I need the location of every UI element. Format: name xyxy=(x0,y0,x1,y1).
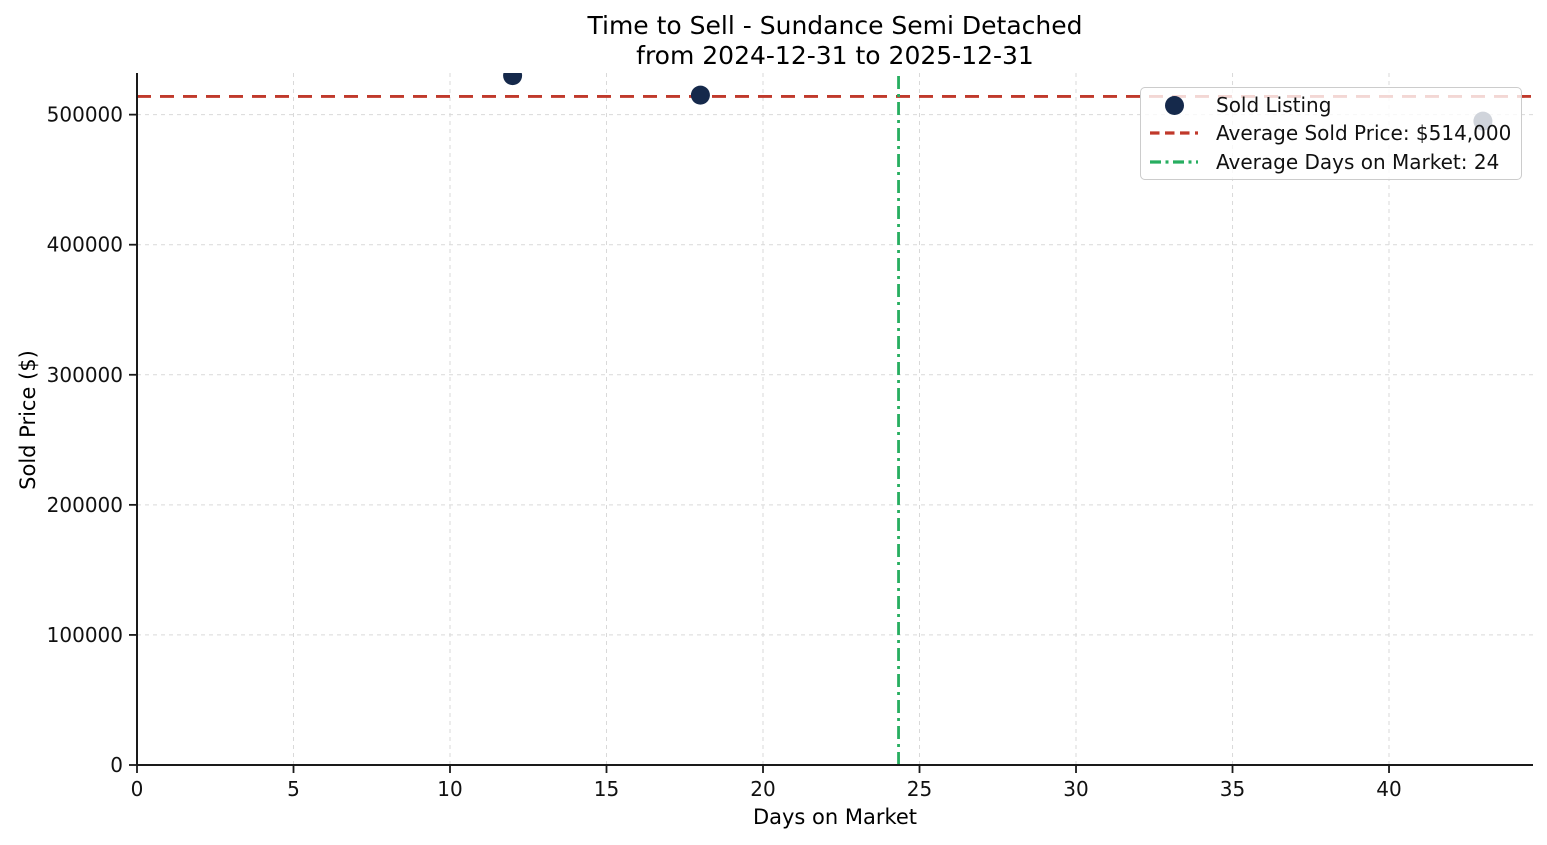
data-point xyxy=(503,73,523,86)
legend-sample-area xyxy=(1150,95,1198,115)
chart-title-block: Time to Sell - Sundance Semi Detached fr… xyxy=(137,11,1533,71)
chart-title: Time to Sell - Sundance Semi Detached xyxy=(587,11,1083,40)
y-tick-label: 0 xyxy=(110,753,123,777)
dashdot-line-icon xyxy=(1150,160,1198,164)
x-tick-label: 30 xyxy=(1063,777,1088,801)
axes-spines xyxy=(136,73,1533,766)
y-axis-label: Sold Price ($) xyxy=(16,350,40,490)
legend-label: Sold Listing xyxy=(1216,93,1332,118)
x-axis-label: Days on Market xyxy=(752,805,918,829)
dashed-line-icon xyxy=(1150,131,1198,136)
y-tick-label: 200000 xyxy=(47,493,123,517)
legend-sample-area xyxy=(1150,130,1198,136)
data-point xyxy=(690,85,710,105)
legend-label: Average Days on Market: 24 xyxy=(1216,149,1500,174)
legend-item-average-sold-price: Average Sold Price: $514,000 xyxy=(1141,119,1521,147)
chart-subtitle: from 2024-12-31 to 2025-12-31 xyxy=(636,41,1034,70)
x-tick-label: 15 xyxy=(594,777,619,801)
x-tick-label: 40 xyxy=(1376,777,1401,801)
sold-listing-marker-icon xyxy=(1164,95,1184,115)
legend-sample-area xyxy=(1150,159,1198,165)
legend: Sold Listing Average Sold Price: $514,00… xyxy=(1140,87,1522,180)
x-tick-label: 25 xyxy=(907,777,932,801)
y-tick-label: 500000 xyxy=(47,103,123,127)
y-tick-label: 400000 xyxy=(47,233,123,257)
x-tick-label: 20 xyxy=(750,777,775,801)
legend-item-average-days: Average Days on Market: 24 xyxy=(1141,148,1521,176)
tick-marks xyxy=(129,113,1390,773)
legend-label: Average Sold Price: $514,000 xyxy=(1216,121,1512,146)
y-tick-label: 300000 xyxy=(47,363,123,387)
x-tick-label: 0 xyxy=(131,777,144,801)
x-tick-label: 35 xyxy=(1220,777,1245,801)
x-tick-label: 5 xyxy=(287,777,300,801)
legend-item-sold-listing: Sold Listing xyxy=(1141,91,1521,119)
x-tick-label: 10 xyxy=(437,777,462,801)
y-tick-label: 100000 xyxy=(47,623,123,647)
tick-labels: 0 5 10 15 20 25 30 35 40 0 100000 200000 300000 40000… xyxy=(47,103,1402,801)
